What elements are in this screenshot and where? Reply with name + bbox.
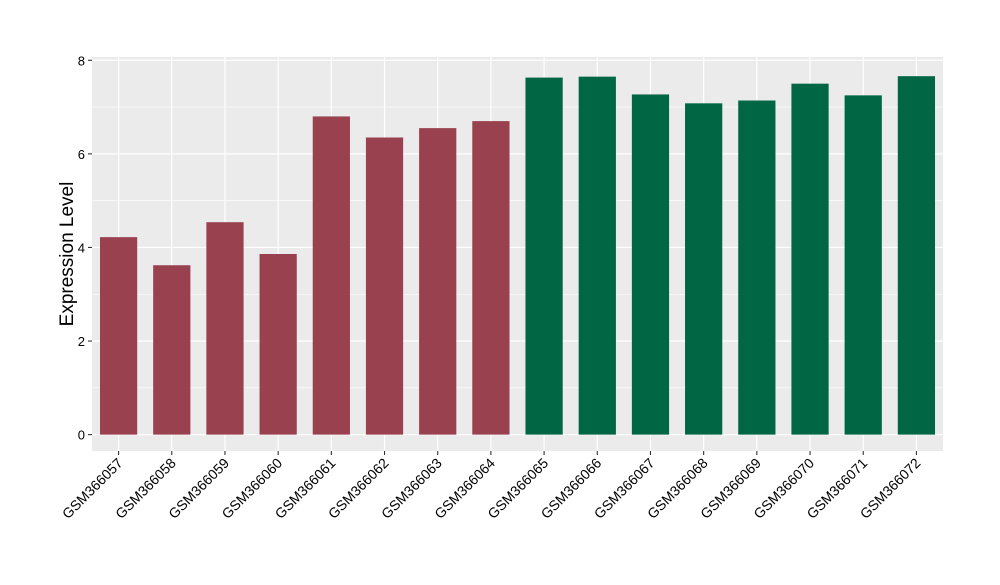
bar-GSM366072 (897, 76, 936, 435)
bar-GSM366071 (844, 95, 882, 435)
y-tick-label: 0 (78, 428, 85, 443)
bar-GSM366068 (685, 103, 723, 435)
y-axis: 0 2 4 6 8 (78, 53, 92, 443)
bar-GSM366067 (631, 94, 670, 435)
bar-GSM366062 (365, 137, 404, 435)
x-axis: GSM366057GSM366058GSM366059GSM366060GSM3… (59, 451, 924, 522)
y-tick-label: 2 (78, 334, 85, 349)
bar-GSM366064 (472, 121, 510, 435)
bar-GSM366057 (99, 237, 138, 435)
bar-GSM366059 (206, 222, 244, 435)
bar-GSM366066 (578, 76, 616, 435)
bar-GSM366060 (259, 254, 297, 435)
y-tick-label: 4 (78, 240, 85, 255)
bar-GSM366065 (525, 77, 563, 435)
bar-GSM366063 (419, 128, 457, 435)
y-tick-label: 6 (78, 147, 85, 162)
bar-GSM366061 (312, 116, 350, 435)
bar-GSM366058 (153, 265, 191, 435)
bars (99, 76, 936, 435)
y-axis-label: Expression Level (57, 182, 78, 327)
bar-GSM366069 (738, 100, 776, 435)
y-tick-label: 8 (78, 53, 85, 68)
bar-GSM366070 (791, 83, 829, 435)
